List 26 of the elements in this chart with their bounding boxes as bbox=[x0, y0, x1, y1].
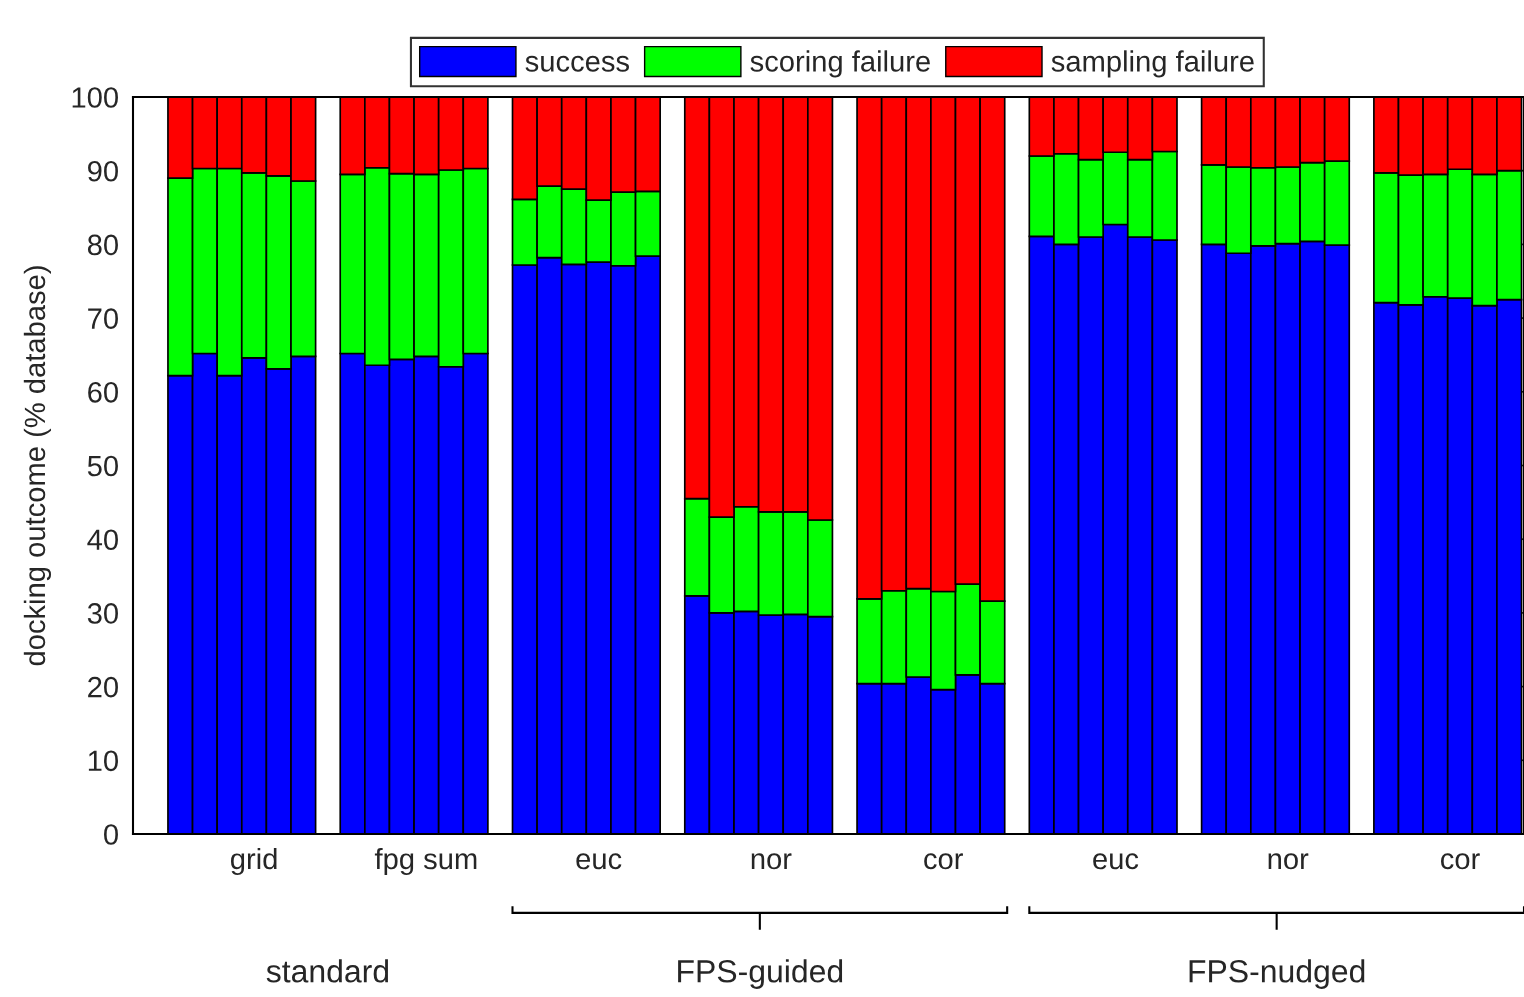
x-tick-label: cor bbox=[1440, 853, 1480, 870]
y-tick-label: 10 bbox=[88, 750, 118, 772]
y-tick-label: 30 bbox=[87, 603, 118, 624]
x-tick-label: euc bbox=[1093, 853, 1139, 870]
y-tick-label: 40 bbox=[87, 529, 118, 551]
y-tick-label: 70 bbox=[88, 308, 118, 329]
x-tick-label: grid bbox=[231, 847, 277, 876]
y-tick-label: 80 bbox=[87, 234, 118, 256]
x-tick-label: euc bbox=[576, 853, 622, 870]
legend-label: sampling failure bbox=[1051, 50, 1254, 78]
y-tick-label: 50 bbox=[87, 455, 118, 477]
text: standard bbox=[266, 959, 389, 983]
y-tick-label: 0 bbox=[104, 824, 118, 845]
y-axis-title: docking outcome (% database) bbox=[23, 266, 52, 666]
text: FPS-nudged bbox=[1189, 959, 1365, 989]
legend-label: scoring failure bbox=[750, 50, 930, 78]
x-tick-label: cor bbox=[924, 853, 963, 870]
legend-label: success bbox=[525, 55, 629, 72]
x-tick-label: nor bbox=[1268, 853, 1309, 870]
y-tick-label: 100 bbox=[72, 87, 118, 108]
x-tick-label: nor bbox=[751, 853, 792, 870]
y-tick-label: 60 bbox=[88, 382, 118, 403]
y-tick-label: 20 bbox=[88, 676, 118, 698]
text: FPS-guided bbox=[678, 959, 843, 989]
y-tick-label: 90 bbox=[88, 160, 118, 182]
x-tick-label: fpg sum bbox=[374, 847, 477, 876]
